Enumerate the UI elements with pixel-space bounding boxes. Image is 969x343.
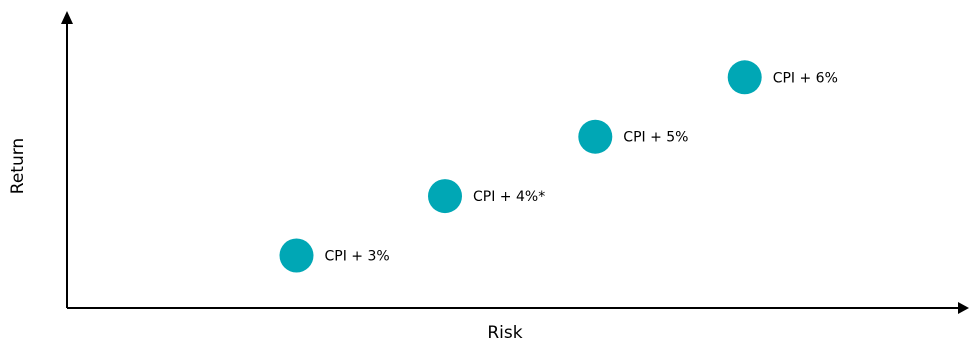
data-label-1: CPI + 3% (325, 249, 390, 265)
x-axis-label: Risk (487, 323, 522, 343)
data-point-3 (578, 119, 613, 154)
data-label-3: CPI + 5% (623, 130, 688, 146)
data-label-4: CPI + 6% (773, 70, 838, 86)
data-label-2: CPI + 4%* (473, 189, 545, 205)
data-points: CPI + 3% CPI + 4%* CPI + 5% CPI + 6% (279, 60, 838, 273)
y-axis-label: Return (8, 138, 28, 194)
data-point-4 (727, 60, 762, 95)
y-axis-arrow (61, 11, 73, 24)
data-point-1 (279, 238, 314, 273)
data-point-2 (428, 179, 462, 214)
x-axis-arrow (958, 302, 969, 314)
